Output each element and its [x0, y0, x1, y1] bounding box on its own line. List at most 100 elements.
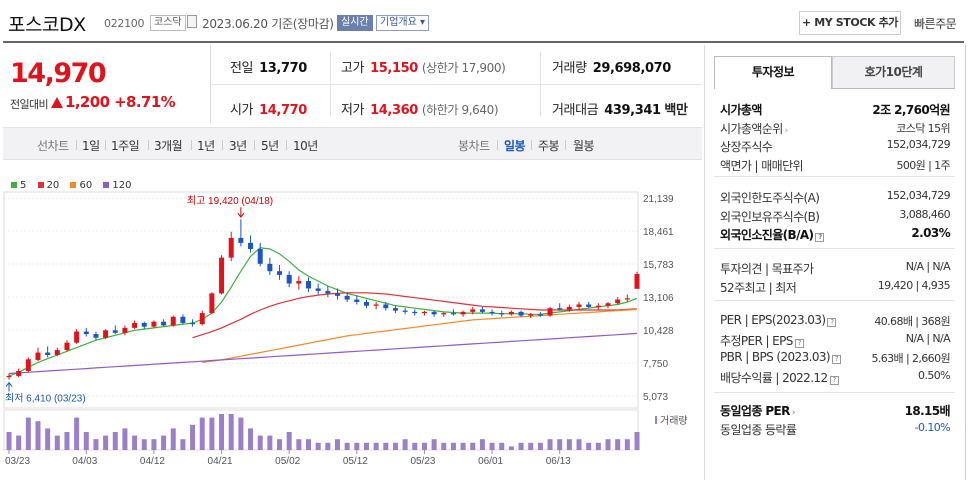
investment-row-value: 19,420 | 4,935 — [877, 278, 951, 292]
tab-5year[interactable]: 5년 — [261, 139, 279, 153]
candle-body — [460, 311, 466, 315]
tab-1week[interactable]: 1주일 — [111, 139, 140, 153]
quick-order-link[interactable]: 빠른주문 — [914, 17, 957, 31]
volume-bar — [132, 435, 138, 450]
stock-chart[interactable]: 5 20 60 120 21,139 18,461 15,783 13,106 10,4… — [3, 176, 702, 480]
volume-bar — [103, 435, 109, 450]
candle-body — [557, 308, 563, 310]
investment-row: 외국인소진율(B/A)? 2.03% — [720, 226, 951, 244]
volume-legend-swatch — [655, 416, 657, 424]
realtime-button[interactable]: 실시간 — [337, 15, 373, 31]
candle-body — [383, 304, 389, 309]
volume-bar — [344, 442, 350, 450]
tab-investment-info[interactable]: 투자정보 — [714, 56, 832, 89]
tab-10year[interactable]: 10년 — [293, 139, 318, 153]
investment-row-value: 2조 2,760억원 — [872, 103, 950, 117]
chevron-right-icon[interactable]: › — [791, 408, 796, 418]
tab-line-chart[interactable]: 선차트 — [37, 139, 69, 153]
candle-body — [122, 327, 128, 333]
info-icon[interactable]: ? — [827, 318, 837, 327]
candle-body — [344, 295, 350, 300]
candle-body — [74, 331, 80, 343]
volume-bar — [64, 432, 70, 450]
company-overview-dropdown[interactable]: 기업개요 ▾ — [376, 15, 430, 31]
stock-name: 포스코DX — [8, 14, 86, 36]
tab-monthly[interactable]: 월봉 — [573, 139, 595, 153]
investment-row-label: 추정PER | EPS? — [720, 332, 804, 349]
volume-bar — [325, 442, 331, 450]
tab-3month[interactable]: 3개월 — [154, 139, 183, 153]
chevron-right-icon[interactable]: › — [784, 125, 789, 136]
candle-body — [528, 314, 534, 316]
ma-line-120 — [8, 332, 638, 375]
volume-bar — [122, 428, 128, 450]
x-tick-label: 04/03 — [72, 456, 97, 467]
volume-label: 거래량 — [660, 415, 688, 427]
upper-limit: (상한가 17,900) — [421, 61, 506, 75]
investment-row-label: 시가총액 — [720, 101, 762, 118]
legend-ma60: 60 — [70, 180, 92, 191]
candle-body — [219, 257, 225, 294]
tab-3year[interactable]: 3년 — [229, 139, 247, 153]
investment-row-value: 0.50% — [918, 368, 951, 382]
investment-row-label-text: 시가총액순위 — [720, 121, 783, 136]
add-my-stock-button[interactable]: + MY STOCK 추가 — [799, 11, 901, 35]
low-value: 14,360 — [370, 103, 418, 118]
volume-bar — [431, 439, 437, 450]
candle-body — [354, 299, 360, 303]
tab-1year[interactable]: 1년 — [197, 139, 215, 153]
tab-candle-chart[interactable]: 봉차트 — [458, 139, 490, 153]
x-tick-label: 03/23 — [5, 456, 30, 467]
candle-body — [267, 263, 273, 272]
info-icon[interactable]: ? — [829, 375, 839, 385]
volume-bar — [402, 439, 408, 450]
candle-body — [257, 249, 263, 264]
tab-separator — [531, 140, 532, 150]
tab-separator — [105, 140, 106, 150]
investment-row-label: 외국인한도주식수(A) — [720, 189, 820, 206]
volume-bar — [412, 442, 418, 450]
x-tick-label: 04/21 — [208, 456, 233, 467]
tab-order-book[interactable]: 호가10단계 — [832, 56, 955, 89]
volume-bar — [277, 439, 283, 450]
x-tick-label: 05/12 — [343, 456, 368, 467]
chevron-down-icon: ▾ — [420, 17, 426, 28]
period-tabs: 선차트 1일 1주일 3개월 1년 3년 5년 10년 봉차트 일봉 주봉 월봉 — [3, 127, 702, 160]
volume-bar — [248, 428, 254, 450]
info-icon[interactable]: ? — [815, 233, 825, 242]
volume-bar — [537, 442, 543, 450]
tab-1day[interactable]: 1일 — [82, 139, 100, 153]
investment-row-label-text: 52주최고 | 최저 — [720, 280, 797, 295]
info-icon[interactable]: ? — [831, 355, 841, 364]
volume-bar — [363, 442, 369, 450]
low-arrow-head — [5, 381, 13, 387]
document-icon — [187, 15, 197, 28]
info-icon[interactable]: ? — [794, 338, 804, 348]
candle-body — [392, 308, 398, 311]
tab-weekly[interactable]: 주봉 — [538, 139, 560, 153]
chart-canvas[interactable]: 21,139 18,461 15,783 13,106 10,428 7,750 5,073… — [3, 176, 702, 480]
volume-bar — [392, 442, 398, 450]
investment-row: PER | EPS(2023.03)? 40.68배 | 368원 — [720, 313, 951, 331]
stock-header: 포스코DX 022100 코스닥 2023.06.20 기준(장마감) 실시간 … — [0, 0, 972, 44]
y-tick-label: 7,750 — [643, 359, 668, 370]
high-arrow-head — [237, 212, 245, 219]
investment-row: 동일업종 PER › 18.15배 — [720, 402, 951, 420]
investment-row-label: 외국인보유주식수(B) — [720, 208, 820, 225]
candle-body — [508, 311, 514, 315]
investment-row: PBR | BPS (2023.03)? 5.63배 | 2,660원 — [720, 350, 951, 368]
candle-body — [64, 342, 70, 351]
change-label: 전일대비 — [10, 98, 49, 111]
volume-bar — [257, 435, 263, 450]
investment-row-label-text: PER | EPS(2023.03) — [720, 313, 826, 327]
volume-bar — [557, 439, 563, 450]
volume-bar — [35, 421, 41, 450]
investment-row-label: 동일업종 등락률 — [720, 421, 797, 438]
header-divider — [3, 41, 964, 43]
candle-body — [141, 322, 147, 327]
candle-body — [421, 311, 427, 314]
tab-daily[interactable]: 일봉 — [504, 139, 526, 153]
volume-bar — [209, 417, 215, 450]
candle-body — [489, 311, 495, 314]
low-annotation: 최저 6,410 (03/23) — [5, 393, 86, 405]
